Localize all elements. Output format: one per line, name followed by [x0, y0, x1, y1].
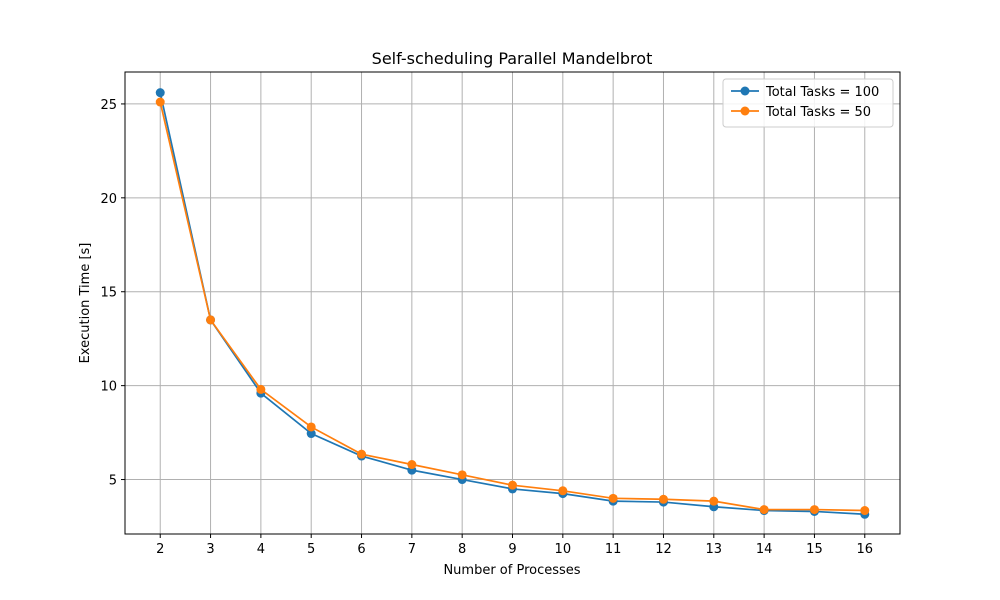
data-point	[407, 460, 417, 470]
data-point	[759, 505, 769, 515]
x-tick-label: 14	[756, 542, 773, 557]
y-axis-label: Execution Time [s]	[78, 243, 93, 364]
x-tick-label: 8	[458, 542, 466, 557]
data-point	[809, 505, 819, 515]
x-tick-label: 13	[706, 542, 723, 557]
legend-label: Total Tasks = 100	[765, 85, 879, 100]
y-tick-label: 15	[100, 286, 117, 301]
data-point	[155, 97, 165, 107]
y-tick-label: 20	[100, 192, 117, 207]
data-point	[306, 422, 316, 432]
data-point	[558, 486, 568, 496]
data-point	[357, 449, 367, 459]
y-tick-label: 10	[100, 380, 117, 395]
x-tick-label: 12	[655, 542, 672, 557]
data-point	[658, 494, 668, 504]
x-tick-label: 9	[508, 542, 516, 557]
legend-label: Total Tasks = 50	[765, 105, 871, 120]
data-point	[508, 480, 517, 490]
x-tick-label: 16	[856, 542, 873, 557]
data-point	[256, 384, 266, 394]
data-point	[860, 506, 870, 516]
x-tick-label: 5	[307, 542, 315, 557]
data-point	[155, 88, 165, 98]
x-tick-label: 7	[408, 542, 416, 557]
y-tick-label: 25	[100, 98, 117, 113]
legend-box	[722, 78, 894, 128]
legend-marker	[740, 86, 750, 96]
grid	[125, 72, 900, 534]
series-layer	[155, 88, 870, 519]
legend: Total Tasks = 100 Total Tasks = 50	[722, 78, 894, 128]
x-tick-label: 2	[156, 542, 164, 557]
chart-title: Self-scheduling Parallel Mandelbrot	[372, 49, 653, 68]
x-axis-label: Number of Processes	[443, 563, 580, 578]
x-tick-label: 3	[206, 542, 214, 557]
x-tick-label: 6	[357, 542, 365, 557]
x-tick-label: 4	[257, 542, 265, 557]
data-point	[206, 315, 216, 325]
data-point	[457, 470, 467, 480]
x-tick-label: 15	[806, 542, 823, 557]
x-tick-label: 10	[555, 542, 572, 557]
data-point	[306, 429, 316, 439]
legend-marker	[740, 106, 750, 116]
x-tick-label: 11	[605, 542, 622, 557]
legend-item: Total Tasks = 50	[731, 105, 871, 120]
legend-item: Total Tasks = 100	[731, 85, 879, 100]
data-point	[608, 493, 618, 503]
data-point	[709, 496, 719, 506]
y-tick-label: 5	[109, 474, 117, 489]
series-2	[155, 97, 870, 516]
ticks: 2 3 4 5 6 7 8 9 10 11 12 13 14 15 16 5 10 15 20 25	[100, 98, 873, 557]
